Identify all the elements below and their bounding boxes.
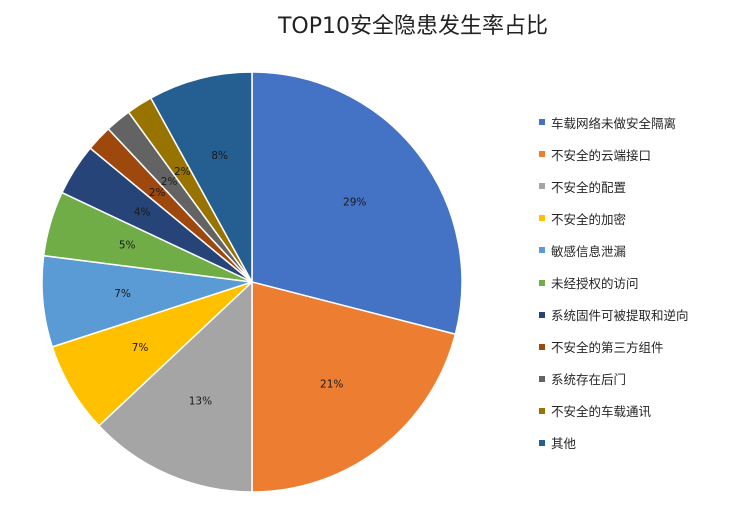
legend-item: 未经授权的访问 bbox=[539, 266, 739, 298]
pie-slice bbox=[251, 71, 463, 336]
legend-swatch bbox=[539, 247, 545, 254]
legend-label: 敏感信息泄漏 bbox=[551, 243, 627, 259]
legend-item: 不安全的加密 bbox=[539, 202, 739, 234]
legend-swatch bbox=[539, 119, 545, 126]
legend-item: 系统存在后门 bbox=[539, 363, 739, 395]
pie-slice bbox=[251, 281, 457, 493]
legend-label: 其他 bbox=[551, 436, 577, 452]
legend-swatch bbox=[539, 279, 545, 286]
legend-label: 不安全的第三方组件 bbox=[551, 340, 664, 356]
legend-label: 系统存在后门 bbox=[551, 372, 627, 388]
legend: 车载网络未做安全隔离 不安全的云端接口 不安全的配置 不安全的加密 敏感信息泄漏 未经授权… bbox=[539, 106, 739, 459]
legend-swatch bbox=[539, 183, 545, 190]
legend-item: 其他 bbox=[539, 427, 739, 459]
legend-swatch bbox=[539, 215, 545, 222]
legend-swatch bbox=[539, 311, 545, 318]
legend-swatch bbox=[539, 375, 545, 382]
slice-data-label: 13% bbox=[189, 395, 212, 407]
slice-data-label: 2% bbox=[149, 187, 166, 199]
legend-item: 不安全的车载通讯 bbox=[539, 395, 739, 427]
slice-data-label: 8% bbox=[211, 150, 228, 162]
slice-data-label: 4% bbox=[134, 206, 151, 218]
legend-label: 不安全的车载通讯 bbox=[551, 404, 652, 420]
legend-label: 不安全的配置 bbox=[551, 179, 627, 195]
legend-label: 不安全的加密 bbox=[551, 211, 627, 227]
pie-slice bbox=[97, 280, 253, 493]
slice-data-label: 7% bbox=[132, 342, 149, 354]
legend-swatch bbox=[539, 407, 545, 414]
slice-data-label: 7% bbox=[114, 288, 131, 300]
legend-label: 不安全的云端接口 bbox=[551, 147, 652, 163]
legend-swatch bbox=[539, 439, 545, 446]
legend-item: 车载网络未做安全隔离 bbox=[539, 106, 739, 138]
legend-item: 敏感信息泄漏 bbox=[539, 234, 739, 266]
legend-item: 系统固件可被提取和逆向 bbox=[539, 299, 739, 331]
slice-data-label: 29% bbox=[343, 196, 366, 208]
legend-swatch bbox=[539, 343, 545, 350]
chart-title: TOP10安全隐患发生率占比 bbox=[277, 14, 549, 39]
pie-slice bbox=[149, 71, 253, 283]
legend-label: 车载网络未做安全隔离 bbox=[551, 115, 677, 131]
legend-item: 不安全的配置 bbox=[539, 170, 739, 202]
slice-data-label: 2% bbox=[174, 166, 191, 178]
legend-swatch bbox=[539, 151, 545, 158]
slice-data-label: 5% bbox=[119, 240, 136, 252]
legend-item: 不安全的第三方组件 bbox=[539, 331, 739, 363]
legend-item: 不安全的云端接口 bbox=[539, 138, 739, 170]
legend-label: 系统固件可被提取和逆向 bbox=[551, 308, 689, 324]
slice-data-label: 2% bbox=[161, 176, 178, 188]
legend-label: 未经授权的访问 bbox=[551, 276, 639, 292]
slice-data-label: 21% bbox=[320, 379, 343, 391]
